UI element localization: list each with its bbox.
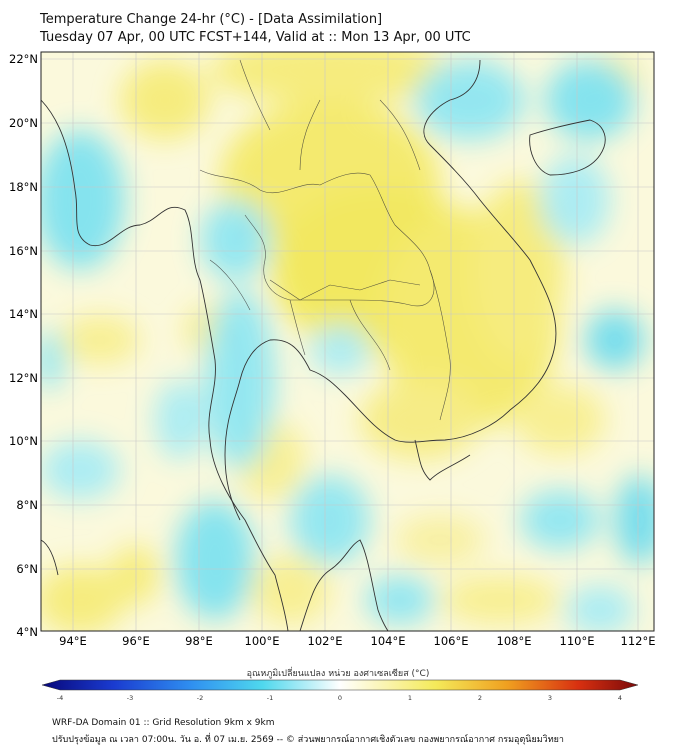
plot-frame (40, 51, 655, 632)
lat-label: 8°N (16, 498, 38, 512)
footer-resolution: WRF-DA Domain 01 :: Grid Resolution 9km … (52, 718, 275, 728)
colorbar-tick-label: 0 (338, 694, 342, 702)
gridlines (41, 52, 654, 632)
lat-label: 14°N (9, 307, 38, 321)
colorbar-tick-label: -3 (127, 694, 133, 702)
lat-label: 20°N (9, 116, 38, 130)
lat-label: 4°N (16, 625, 38, 639)
lon-label: 108°E (497, 634, 532, 648)
chart-title: Temperature Change 24-hr (°C) - [Data As… (40, 12, 383, 27)
chart-subtitle: Tuesday 07 Apr, 00 UTC FCST+144, Valid a… (40, 30, 471, 45)
lon-label: 102°E (308, 634, 343, 648)
coastlines (41, 59, 606, 631)
country-borders (199, 59, 451, 421)
colorbar: -4 -3 -2 -1 0 1 2 3 4 (41, 679, 639, 702)
lon-label: 98°E (185, 634, 213, 648)
colorbar-tick-label: -2 (197, 694, 203, 702)
lon-label: 104°E (371, 634, 406, 648)
colorbar-tick-label: 2 (478, 694, 482, 702)
colorbar-tick-label: 3 (548, 694, 552, 702)
lon-label: 106°E (434, 634, 469, 648)
lat-label: 16°N (9, 244, 38, 258)
colorbar-ticks: -4 -3 -2 -1 0 1 2 3 4 (57, 694, 622, 702)
footer-credit: ปรับปรุงข้อมูล ณ เวลา 07:00น. วัน อ. ที่… (52, 735, 564, 745)
colorbar-tick-label: -4 (57, 694, 63, 702)
lon-label: 96°E (122, 634, 150, 648)
lat-label: 12°N (9, 371, 38, 385)
lat-label: 6°N (16, 562, 38, 576)
colorbar-tick-label: 1 (408, 694, 412, 702)
latitude-labels: 22°N 20°N 18°N 16°N 14°N 12°N 10°N 8°N 6… (9, 52, 38, 639)
field-layer (41, 52, 654, 631)
colorbar-tick-label: 4 (618, 694, 622, 702)
lat-label: 22°N (9, 52, 38, 66)
colorbar-bar (41, 679, 639, 691)
lon-label: 94°E (59, 634, 87, 648)
lon-label: 110°E (560, 634, 595, 648)
colorbar-title: อุณหภูมิเปลี่ยนแปลง หน่วย องศาเซลเซียส (… (246, 669, 430, 679)
lon-label: 100°E (245, 634, 280, 648)
lat-label: 10°N (9, 434, 38, 448)
lat-label: 18°N (9, 180, 38, 194)
lon-label: 112°E (621, 634, 656, 648)
colorbar-tick-label: -1 (267, 694, 273, 702)
longitude-labels: 94°E 96°E 98°E 100°E 102°E 104°E 106°E 1… (59, 634, 655, 648)
